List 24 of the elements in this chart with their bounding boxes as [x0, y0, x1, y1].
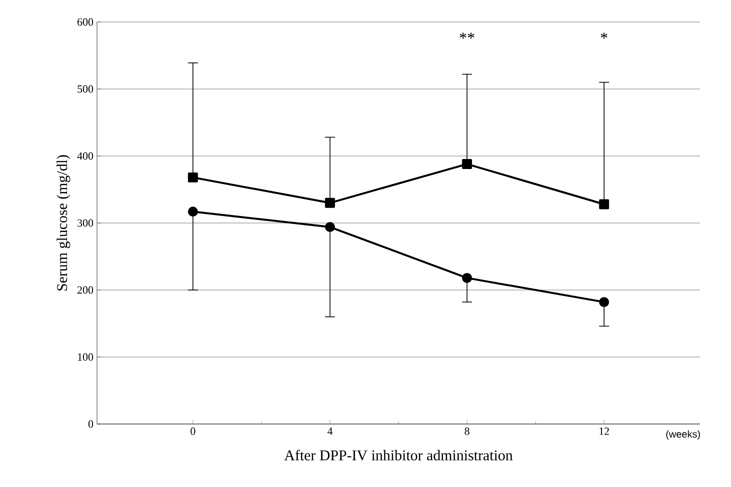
y-tick-label: 300: [78, 219, 94, 227]
x-tick-label: 4: [327, 428, 333, 435]
x-tick-label: 0: [190, 428, 196, 435]
point: [462, 272, 472, 283]
y-tick-label: 200: [78, 286, 94, 294]
text: (weeks): [666, 430, 700, 440]
point: [324, 198, 335, 208]
annotation: **: [460, 32, 474, 39]
y-tick-label: 500: [78, 85, 94, 93]
y-tick-label: 400: [77, 152, 94, 160]
y-tick-label: 100: [78, 353, 94, 361]
point: [188, 206, 198, 217]
y-axis-title: Serum glucose (mg/dl): [56, 155, 70, 290]
y-tick-label: 600: [78, 18, 94, 26]
point: [188, 172, 198, 182]
point: [599, 199, 610, 210]
point: [599, 297, 610, 308]
x-tick-label: 8: [464, 428, 470, 435]
annotation: *: [600, 32, 608, 39]
point: [324, 222, 335, 232]
x-axis-title: After DPP-IV inhibitor administration: [284, 450, 513, 460]
x-tick-label: 12: [600, 428, 609, 435]
y-tick-label: 0: [88, 420, 94, 428]
point: [462, 159, 472, 170]
